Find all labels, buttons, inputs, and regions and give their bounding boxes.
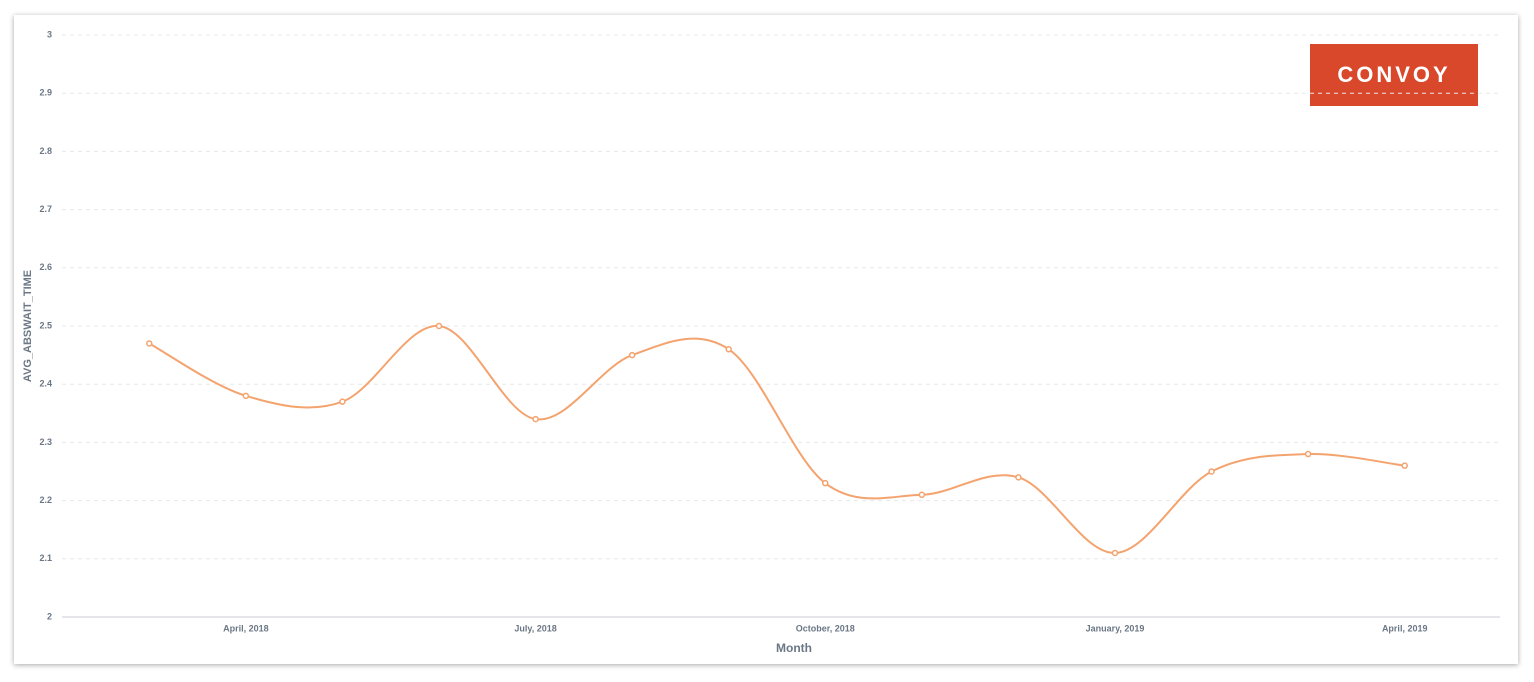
y-tick-label: 2.5 [39,320,52,330]
point [725,346,732,353]
point [918,491,926,499]
y-tick-label: 2.7 [39,204,52,214]
point [1401,462,1408,469]
logo-box [1310,44,1478,106]
y-tick-label: 2.3 [39,437,52,447]
x-tick-label: October, 2018 [796,623,855,633]
y-tick-label: 2.2 [39,495,52,505]
point [242,392,250,400]
y-tick-label: 2.1 [39,553,52,563]
point [1111,549,1119,557]
point [1304,450,1312,458]
x-tick-label: April, 2018 [223,623,269,633]
logo: CONVOY [1337,62,1450,87]
x-tick-label: April, 2019 [1382,623,1428,633]
y-tick-label: 3 [47,29,52,39]
y-tick-label: 2.8 [39,146,52,156]
point [435,322,443,330]
card [14,15,1518,664]
point [339,398,346,405]
y-tick-label: 2.4 [39,379,52,389]
point [1208,468,1215,475]
y-tick-label: 2.6 [39,262,52,272]
x-axis-label: Month [776,641,812,655]
point [628,351,636,359]
point [146,340,153,347]
point [1015,474,1022,481]
point [532,415,539,423]
y-tick-label: 2.9 [39,88,52,98]
y-axis-label: AVG_ABSWAIT_TIME [22,270,34,382]
point [822,479,829,487]
x-tick-label: July, 2018 [514,623,556,633]
line [148,324,1405,554]
y-tick-label: 2 [47,611,52,621]
x-tick-label: January, 2019 [1086,623,1145,633]
